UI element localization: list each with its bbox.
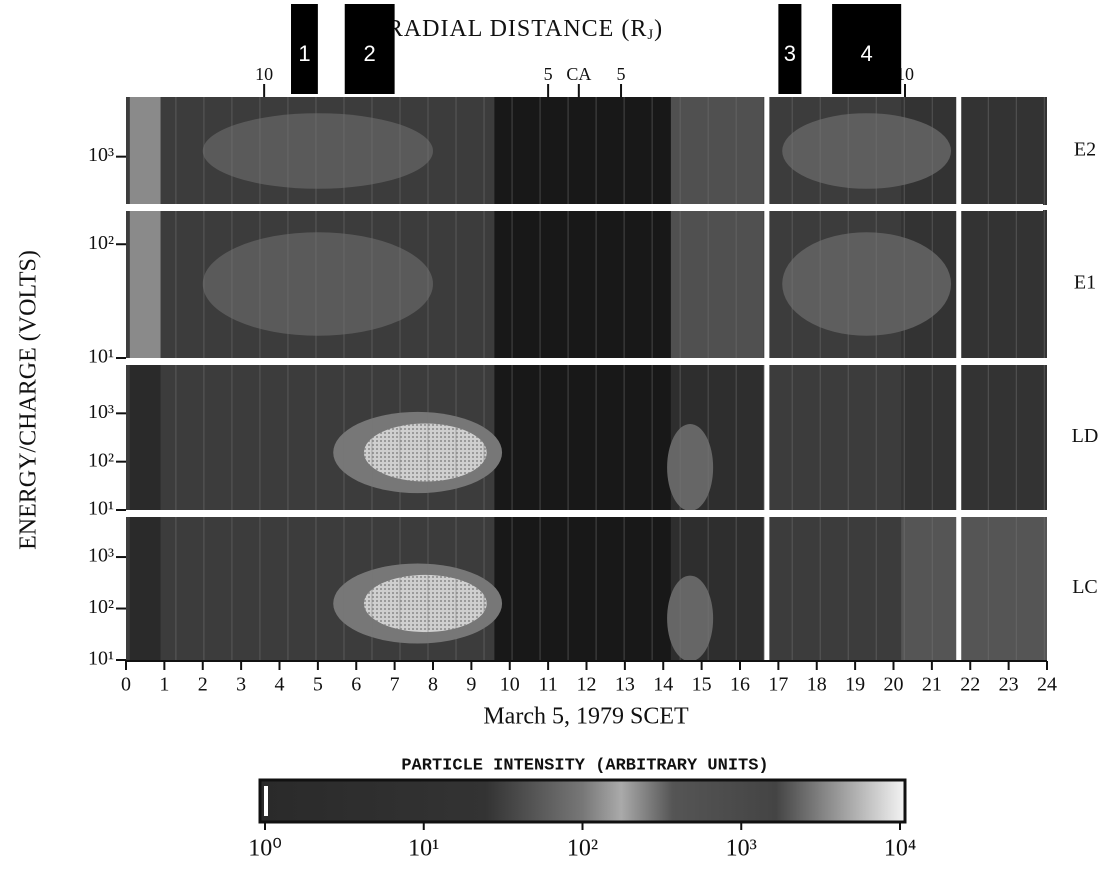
top-tick-label: CA [566,64,591,84]
x-tick-label: 23 [999,674,1019,696]
x-tick-label: 17 [768,674,788,696]
colorbar-marker [264,786,268,816]
spectrogram-blob [667,424,714,511]
spectrogram-shade [901,517,1047,660]
spectrogram-blob [363,423,487,482]
interval-label: 3 [784,41,796,66]
y-tick-label: 10¹ [88,346,114,368]
interval-label: 4 [861,41,873,66]
y-tick-label: 10² [88,449,114,471]
interval-box [344,4,395,94]
x-axis-label: March 5, 1979 SCET [483,704,689,730]
spectrogram-shade [494,210,671,358]
x-tick-label: 12 [577,674,597,696]
x-tick-label: 11 [538,674,557,696]
spectrogram-shade [670,97,764,205]
title-text: RADIAL DISTANCE (R [387,16,648,42]
colorbar-tick-label: 10⁰ [248,836,282,862]
x-tick-label: 2 [198,674,208,696]
panel-label: LD [1072,425,1099,447]
spectrogram-shade [494,97,671,205]
x-tick-label: 20 [884,674,904,696]
x-tick-label: 13 [615,674,635,696]
y-tick-label: 10¹ [88,498,114,520]
x-tick-label: 4 [275,674,285,696]
top-tick-label: 5 [617,64,626,84]
spectrogram-shade [670,210,764,358]
colorbar-tick-label: 10⁴ [884,836,916,862]
spectrogram-blob [667,575,714,662]
title: RADIAL DISTANCE (RJ) [387,16,663,44]
x-tick-label: 1 [159,674,169,696]
interval-label: 1 [298,41,310,66]
x-tick-label: 16 [730,674,750,696]
y-tick-label: 10¹ [88,648,114,670]
spectrogram-blob [363,574,487,633]
title-subscript: J [647,27,654,43]
x-tick-label: 8 [428,674,438,696]
spectrogram-shade [129,365,161,510]
x-tick-label: 6 [351,674,361,696]
interval-label: 2 [364,41,376,66]
x-tick-label: 15 [692,674,712,696]
x-tick-label: 5 [313,674,323,696]
interval-box [291,4,318,94]
x-tick-label: 21 [922,674,942,696]
spectrogram-blob [202,113,433,189]
interval-box [778,4,802,94]
spectrogram-shade [129,97,161,205]
y-tick-label: 10³ [88,401,114,423]
y-axis-label: ENERGY/CHARGE (VOLTS) [16,250,42,550]
spectrogram-blob [782,113,952,189]
spectrogram-shade [494,517,671,660]
x-tick-label: 22 [960,674,980,696]
spectrogram-blob [202,232,433,336]
x-tick-label: 18 [807,674,827,696]
interval-box [832,4,902,94]
colorbar [258,778,907,824]
x-tick-label: 24 [1037,674,1057,696]
colorbar-tick-label: 10¹ [408,836,439,862]
top-tick-label: 10 [255,64,273,84]
x-tick-label: 9 [466,674,476,696]
y-tick-label: 10³ [88,144,114,166]
x-tick-label: 7 [390,674,400,696]
x-tick-label: 3 [236,674,246,696]
spectrogram-shade [901,365,1047,510]
spectrogram-shade [129,517,161,660]
top-tick-label: 5 [544,64,553,84]
panel-label: E1 [1074,272,1096,294]
y-tick-label: 10² [88,596,114,618]
y-tick-label: 10² [88,232,114,254]
colorbar-label: PARTICLE INTENSITY (ARBITRARY UNITS) [401,756,768,775]
y-tick-label: 10³ [88,545,114,567]
spectrogram-shade [494,365,671,510]
x-tick-label: 19 [845,674,865,696]
panel-label: E2 [1074,139,1096,161]
colorbar-tick-label: 10³ [726,836,757,862]
x-tick-label: 14 [653,674,673,696]
panel-label: LC [1072,576,1098,598]
colorbar-tick-label: 10² [567,836,598,862]
spectrogram-shade [129,210,161,358]
x-tick-label: 0 [121,674,131,696]
x-tick-label: 10 [500,674,520,696]
title-text: ) [654,16,663,42]
spectrogram-blob [782,232,952,336]
